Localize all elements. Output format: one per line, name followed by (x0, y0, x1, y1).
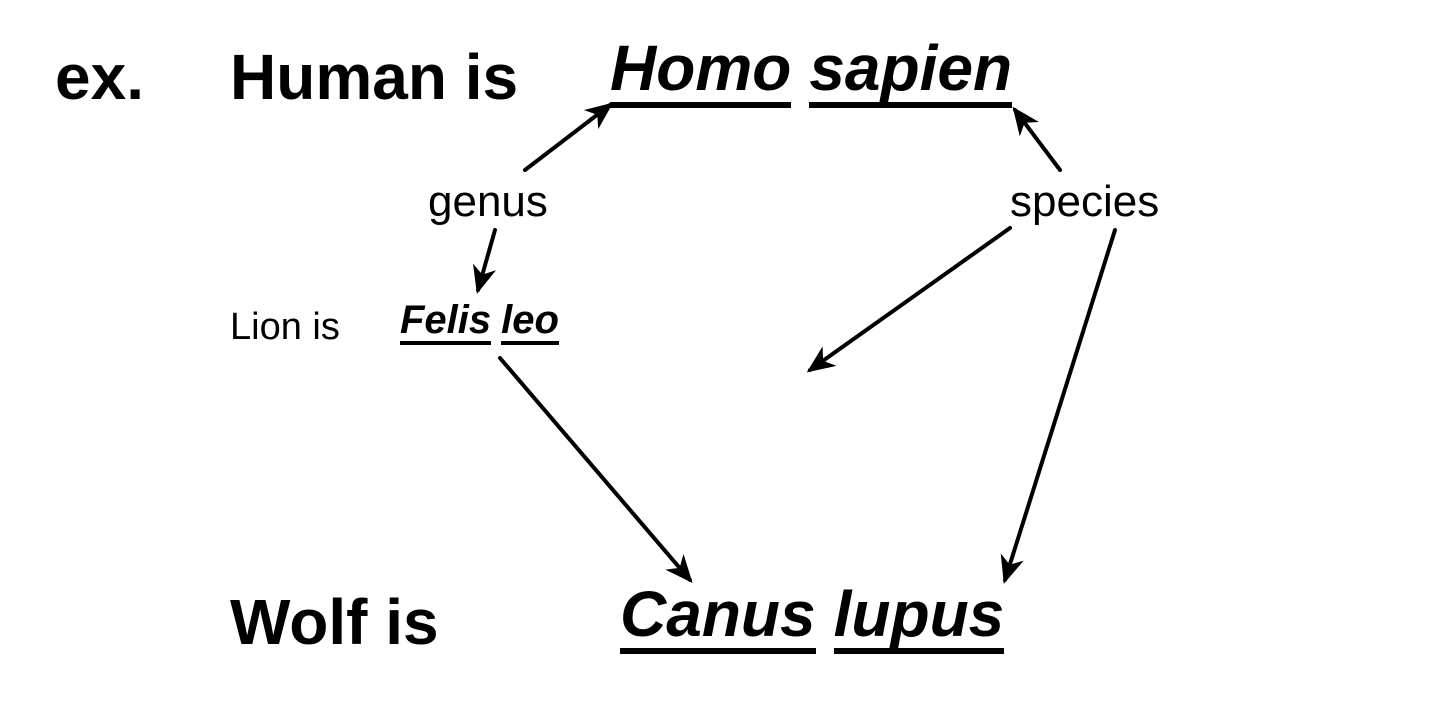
arrow-species-to-lupus (1005, 230, 1115, 580)
arrow-genus-to-felis (478, 230, 495, 290)
human-species-word: sapien (809, 36, 1012, 108)
arrow-species-to-leo (810, 228, 1010, 370)
arrow-species-to-sapien (1015, 110, 1060, 170)
label-wolf-is: Wolf is (230, 590, 439, 654)
diagram-stage: ex. Human is Homosapien genus species Li… (0, 0, 1440, 717)
lion-species-word: leo (501, 300, 559, 345)
lion-genus-word: Felis (400, 300, 491, 345)
binomial-wolf: Canuslupus (620, 582, 1004, 654)
arrow-genus-to-canus (500, 358, 690, 580)
binomial-lion: Felisleo (400, 300, 559, 345)
binomial-human: Homosapien (610, 36, 1012, 108)
label-lion-is: Lion is (230, 308, 340, 346)
human-genus-word: Homo (610, 36, 791, 108)
label-human-is: Human is (230, 45, 518, 109)
label-genus: genus (428, 180, 548, 224)
wolf-species-word: lupus (834, 582, 1005, 654)
label-species: species (1010, 180, 1159, 224)
wolf-genus-word: Canus (620, 582, 816, 654)
label-ex: ex. (55, 45, 144, 109)
arrow-genus-to-homo (525, 105, 610, 170)
